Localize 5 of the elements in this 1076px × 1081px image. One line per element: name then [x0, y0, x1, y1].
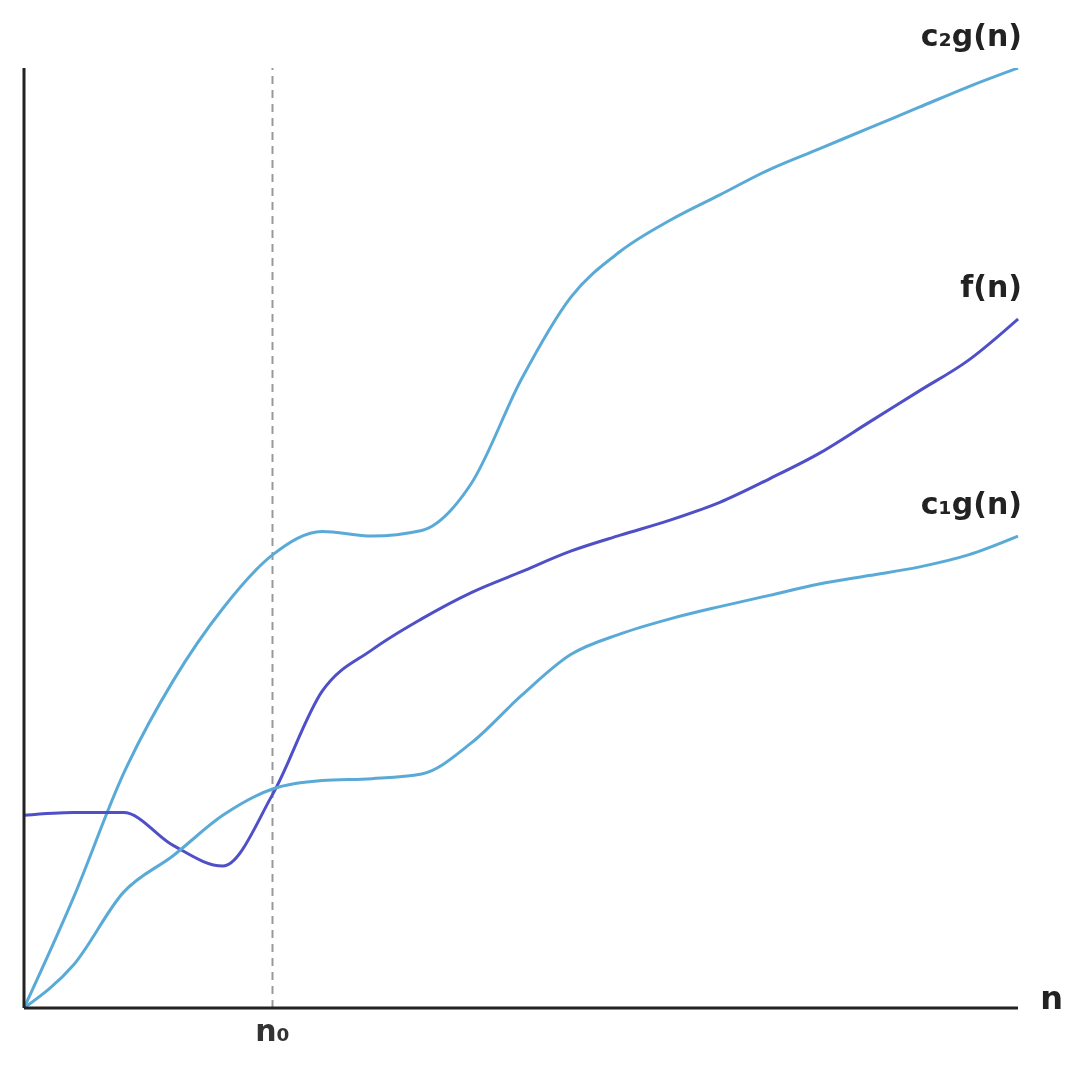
text: n₀: [255, 1013, 290, 1049]
series-label: c₂g(n): [920, 18, 1022, 53]
series-label: c₁g(n): [920, 486, 1022, 522]
x-axis-title: n: [1040, 978, 1063, 1017]
series-label: f(n): [960, 268, 1022, 304]
